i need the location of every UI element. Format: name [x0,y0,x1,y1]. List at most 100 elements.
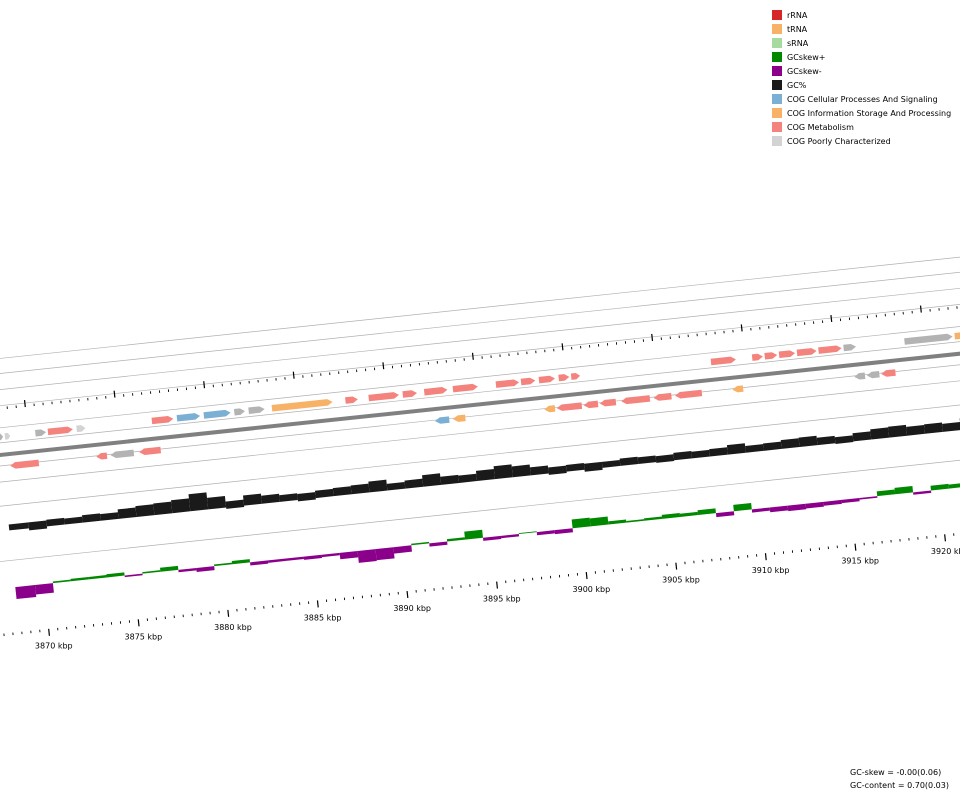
legend-swatch [772,38,782,48]
gene-feature [751,353,763,361]
top-tick-mark [23,400,26,408]
bottom-tick-mark [496,581,499,589]
gene-feature [558,374,570,382]
gc-content-segment [8,522,30,531]
top-tick-mark [382,362,385,370]
gc-skew-positive [571,517,591,529]
gc-content-segment [279,493,298,502]
gc-content-segment [619,456,639,466]
gc-skew-negative [357,549,377,563]
gene-feature [423,387,448,396]
gc-skew-negative [787,503,807,512]
gc-skew-negative [536,530,556,536]
track-line [0,326,960,429]
gene-feature [10,459,40,469]
gc-skew-positive [106,572,125,578]
gc-skew-negative [482,535,502,541]
gc-content-segment [440,474,460,485]
gene-feature [203,409,231,419]
top-tick-ruler [6,305,958,409]
legend-label: COG Cellular Processes And Signaling [787,94,938,104]
gene-feature [583,400,599,409]
gc-content-stat: GC-content = 0.70(0.03) [850,781,949,790]
gc-skew-negative [375,547,395,561]
gc-skew-positive [70,576,89,582]
track-line [0,364,960,467]
gc-skew-positive [231,559,251,565]
gc-skew-positive [518,531,537,534]
gc-content-segment [511,464,531,478]
gc-skew-positive [608,519,627,525]
gc-skew-positive [697,508,716,516]
gene-feature [732,385,744,393]
gc-content-segment [637,455,657,465]
gc-content-segment [601,459,621,468]
gc-skew-negative [178,567,197,573]
gc-content-segment [81,513,101,523]
gc-skew-negative [34,583,54,595]
track-line [0,459,960,562]
gc-content-segment [225,499,245,509]
gene-feature [452,383,478,393]
legend-label: COG Poorly Characterized [787,136,891,146]
gc-skew-positive [88,575,107,580]
top-tick-mark [203,381,206,389]
genome-backbone [0,351,960,457]
legend-item: sRNA [772,36,951,50]
track-line [0,256,960,359]
gene-feature [599,398,617,407]
legend-label: GC% [787,80,807,90]
track-line [0,304,960,407]
top-tick-mark [471,352,474,360]
top-tick-mark [561,343,564,351]
gc-skew-negative [751,507,771,513]
gc-skew-positive [644,516,663,521]
gc-content-segment [206,495,227,510]
legend-item: rRNA [772,8,951,22]
gc-skew-negative [196,566,215,572]
gc-skew-negative [859,496,878,500]
legend-label: tRNA [787,24,808,34]
gc-content-segment [691,449,710,459]
legend-item: COG Metabolism [772,120,951,134]
gene-feature [544,405,556,413]
gc-content-segment [493,464,513,480]
legend-swatch [772,24,782,34]
gc-skew-negative [393,545,412,554]
gc-skew-positive [626,519,645,523]
gc-content-segment [422,473,442,487]
gc-skew-positive [214,562,233,567]
legend-swatch [772,94,782,104]
gc-content-segment [673,451,693,461]
gc-skew-negative [769,505,789,513]
gc-skew-positive [679,511,699,517]
gc-skew-negative [285,556,305,561]
tick-label: 3890 kbp [393,604,431,613]
gc-skew-positive [464,529,483,540]
gene-feature [653,392,672,401]
track-line [0,404,960,507]
tick-label: 3880 kbp [214,623,252,632]
gc-content-segment [64,516,83,525]
legend-label: rRNA [787,10,808,20]
gc-content-segment [368,479,388,493]
gene-feature [954,330,960,340]
legend-swatch [772,10,782,20]
gene-feature [520,377,536,386]
gc-skew-positive [733,503,752,512]
tick-label: 3915 kbp [841,557,879,566]
gc-skew-negative [500,533,520,539]
gene-feature [675,389,703,399]
gc-skew-positive [948,483,960,489]
gc-content-segment [458,473,478,483]
track-line [0,380,960,483]
gc-content-segment [46,517,65,527]
gc-content-segment [135,504,155,517]
gc-content-segment [153,501,173,516]
gc-content-segment [780,438,800,449]
gene-feature [904,333,953,345]
top-tick-mark [919,305,922,313]
gene-feature [621,395,651,405]
tick-label: 3905 kbp [662,576,700,585]
